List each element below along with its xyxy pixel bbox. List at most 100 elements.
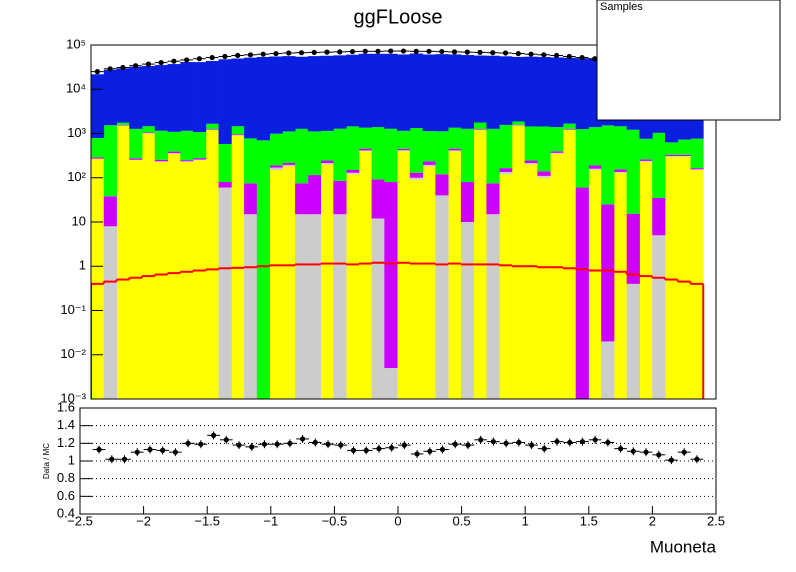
stack-bar <box>371 53 385 128</box>
stack-bar <box>256 140 270 399</box>
stack-bar <box>231 135 245 399</box>
data-point <box>247 52 254 58</box>
data-point <box>349 48 356 55</box>
stack-bar <box>358 148 373 151</box>
stack-bar <box>524 163 538 165</box>
stack-bar <box>269 167 283 170</box>
data-point <box>515 50 521 57</box>
stack-bar <box>384 368 398 399</box>
data-point <box>94 69 100 75</box>
stack-bar <box>409 128 424 173</box>
stack-bar <box>537 126 551 172</box>
stack-bar <box>358 127 373 149</box>
data-point <box>324 49 330 55</box>
stack-bar <box>550 57 564 128</box>
stack-bar <box>448 151 462 399</box>
y-tick-label: 10² <box>67 169 86 184</box>
stack-bar <box>193 158 207 160</box>
stack-bar <box>473 122 487 129</box>
stack-bar <box>435 131 449 175</box>
data-point <box>439 48 445 55</box>
data-point <box>375 48 381 54</box>
stack-bar <box>269 56 283 134</box>
y-tick-label: 1 <box>68 452 75 467</box>
stack-bar <box>256 56 270 141</box>
stack-bar <box>320 55 334 131</box>
ratio-point <box>325 441 331 447</box>
stack-bar <box>193 132 207 159</box>
stack-bar <box>129 158 143 160</box>
stack-bar <box>205 129 219 130</box>
stack-bar <box>282 56 296 132</box>
ratio-point <box>605 439 611 446</box>
stack-bar <box>435 174 449 196</box>
stack-bar <box>180 130 194 161</box>
stack-bar <box>244 183 258 215</box>
ratio-point <box>643 449 649 455</box>
data-point <box>388 48 394 54</box>
ratio-point <box>401 442 407 448</box>
stack-bar <box>295 56 309 129</box>
data-point <box>184 57 190 63</box>
ratio-point <box>503 440 509 446</box>
stack-bar <box>333 128 347 181</box>
stack-bar <box>244 214 258 399</box>
y-tick-label: 10⁴ <box>66 81 86 96</box>
data-point <box>158 60 164 66</box>
stack-bar <box>346 172 360 175</box>
data-point <box>566 53 572 60</box>
stack-bar <box>626 213 640 284</box>
stack-bar <box>473 128 487 130</box>
data-point <box>477 49 483 56</box>
stack-bar <box>129 160 143 399</box>
y-tick-label: 1.2 <box>57 435 75 450</box>
ratio-point <box>210 432 217 438</box>
stack-bar <box>664 156 679 399</box>
y-tick-label: 0.6 <box>57 488 75 503</box>
stack-bar <box>550 127 564 152</box>
x-tick-label: 2 <box>649 513 656 528</box>
data-point <box>107 66 113 72</box>
chart-title: ggFLoose <box>354 6 443 28</box>
main-plot <box>91 53 705 399</box>
stack-bar <box>601 341 615 399</box>
stack-bar <box>218 59 232 144</box>
stack-bar <box>448 150 462 152</box>
stack-bar <box>116 68 130 123</box>
stack-bar <box>460 128 475 183</box>
legend-title: Samples <box>600 1 643 13</box>
stack-bar <box>358 150 373 152</box>
data-point <box>145 61 151 67</box>
stack-bar <box>384 53 398 129</box>
stack-bar <box>601 125 615 205</box>
ratio-point <box>96 446 102 453</box>
stack-bar <box>205 123 219 130</box>
data-point <box>451 49 458 55</box>
ratio-point <box>516 439 522 446</box>
stack-bar <box>588 169 602 399</box>
stack-bar <box>167 64 181 132</box>
stack-bar <box>524 160 538 164</box>
data-point <box>311 49 317 56</box>
x-tick-label: −1 <box>263 513 278 528</box>
data-point <box>541 52 547 58</box>
stack-bar <box>231 58 245 127</box>
stack-bar <box>409 179 424 399</box>
y-tick-label: 10⁻² <box>60 346 86 361</box>
data-point <box>464 49 470 55</box>
ratio-point <box>350 447 357 453</box>
stack-bar <box>524 164 538 399</box>
stack-bar <box>244 57 258 139</box>
data-point <box>528 51 534 57</box>
stack-bar <box>537 177 551 399</box>
ratio-point <box>261 441 268 447</box>
data-point <box>235 52 241 59</box>
stack-bar <box>652 235 666 399</box>
stack-bar <box>652 132 666 198</box>
stack-bar <box>154 130 168 160</box>
ratio-point <box>554 438 560 445</box>
stack-bar <box>562 128 577 130</box>
stack-bar <box>409 53 424 129</box>
ratio-frame <box>79 407 717 515</box>
stack-bar <box>613 171 628 173</box>
